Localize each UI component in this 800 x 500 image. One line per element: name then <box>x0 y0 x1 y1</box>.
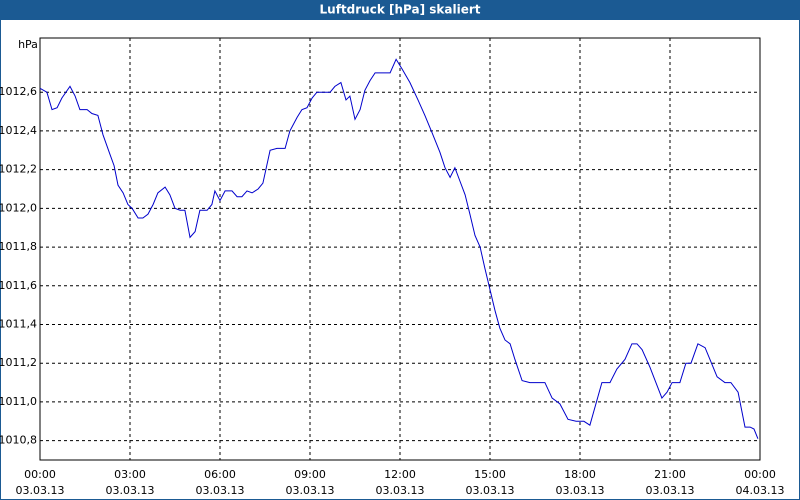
y-tick-label: 1012,6 <box>0 85 37 98</box>
x-tick-date: 03.03.13 <box>106 484 155 497</box>
x-tick-date: 04.03.13 <box>736 484 785 497</box>
y-tick-label: 1012,0 <box>0 201 37 214</box>
x-tick-date: 03.03.13 <box>556 484 605 497</box>
x-tick-label: 18:00 <box>564 468 596 481</box>
x-tick-date: 03.03.13 <box>376 484 425 497</box>
y-tick-label: 1011,2 <box>0 356 37 369</box>
x-tick-label: 12:00 <box>384 468 416 481</box>
x-tick-date: 03.03.13 <box>16 484 65 497</box>
x-tick-label: 21:00 <box>654 468 686 481</box>
y-tick-label: 1011,4 <box>0 317 37 330</box>
data-line <box>39 58 759 439</box>
y-tick-label: 1011,8 <box>0 240 37 253</box>
title-bar <box>0 0 800 20</box>
x-tick-label: 00:00 <box>744 468 776 481</box>
y-tick-label: 1011,6 <box>0 279 37 292</box>
y-axis-label: hPa <box>18 38 38 51</box>
x-tick-date: 03.03.13 <box>286 484 335 497</box>
chart-title: Luftdruck [hPa] skaliert <box>320 3 481 17</box>
y-tick-label: 1012,2 <box>0 163 37 176</box>
x-tick-date: 03.03.13 <box>196 484 245 497</box>
x-tick-date: 03.03.13 <box>646 484 695 497</box>
y-tick-label: 1010,8 <box>0 434 37 447</box>
x-tick-label: 03:00 <box>114 468 146 481</box>
x-tick-label: 06:00 <box>204 468 236 481</box>
x-tick-label: 15:00 <box>474 468 506 481</box>
y-tick-label: 1012,4 <box>0 124 37 137</box>
x-tick-label: 09:00 <box>294 468 326 481</box>
x-tick-date: 03.03.13 <box>466 484 515 497</box>
y-tick-label: 1011,0 <box>0 395 37 408</box>
x-tick-label: 00:00 <box>24 468 56 481</box>
